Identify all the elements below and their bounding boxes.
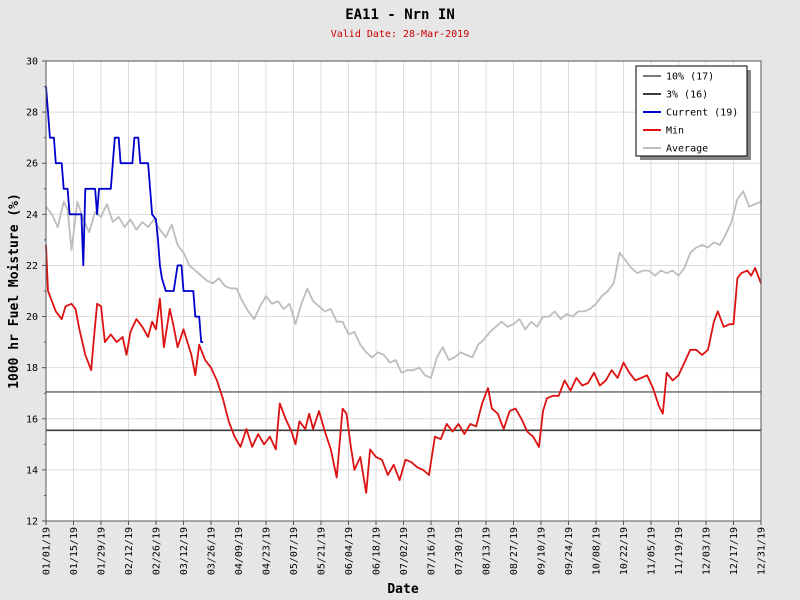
x-tick-label: 07/30/19 <box>454 527 465 575</box>
x-tick-label: 07/02/19 <box>399 527 410 575</box>
y-tick-label: 20 <box>26 312 38 323</box>
x-tick-label: 07/16/19 <box>427 527 438 575</box>
threshold-lines <box>46 391 761 432</box>
y-tick-label: 18 <box>26 363 38 374</box>
x-tick-label: 08/13/19 <box>482 527 493 575</box>
series-lines <box>45 86 762 494</box>
x-tick-label: 09/10/19 <box>537 527 548 575</box>
y-tick-label: 12 <box>26 517 38 528</box>
x-tick-label: 11/19/19 <box>674 527 685 575</box>
x-tick-label: 06/18/19 <box>372 527 383 575</box>
y-tick-label: 24 <box>26 210 38 221</box>
legend-label-pct10: 10% (17) <box>666 72 714 83</box>
y-tick-label: 14 <box>26 465 38 476</box>
x-tick-label: 05/07/19 <box>289 527 300 575</box>
x-tick-label: 05/21/19 <box>317 527 328 575</box>
x-tick-label: 09/24/19 <box>564 527 575 575</box>
x-tick-label: 01/15/19 <box>69 527 80 575</box>
x-tick-label: 02/12/19 <box>124 527 135 575</box>
y-tick-label: 26 <box>26 159 38 170</box>
series-line-current <box>45 86 204 344</box>
y-axis-title: 1000 hr Fuel Moisture (%) <box>7 193 22 389</box>
series-line-min <box>45 244 762 494</box>
y-tick-label: 16 <box>26 414 38 425</box>
x-axis-ticks: 01/01/19 01/15/19 01/29/19 02/12/19 02/26/19… <box>42 521 768 575</box>
x-tick-label: 11/05/19 <box>647 527 658 575</box>
y-tick-label: 28 <box>26 108 38 119</box>
x-tick-label: 03/12/19 <box>179 527 190 575</box>
x-tick-label: 03/26/19 <box>207 527 218 575</box>
y-tick-label: 30 <box>26 57 38 68</box>
x-tick-label: 02/26/19 <box>152 527 163 575</box>
x-tick-label: 12/03/19 <box>702 527 713 575</box>
legend-label-min: Min <box>666 126 684 137</box>
legend-label-current: Current (19) <box>666 108 738 119</box>
series-line-average <box>45 190 762 379</box>
x-tick-label: 01/29/19 <box>97 527 108 575</box>
x-tick-label: 04/09/19 <box>234 527 245 575</box>
legend-label-average: Average <box>666 144 708 155</box>
x-tick-label: 04/23/19 <box>262 527 273 575</box>
legend: 10% (17) 3% (16) Current (19) Min Average <box>635 65 751 160</box>
y-tick-label: 22 <box>26 261 38 272</box>
y-axis-ticks: 12 14 16 18 20 22 24 26 28 30 <box>26 57 46 528</box>
chart-subtitle: Valid Date: 28-Mar-2019 <box>331 29 469 40</box>
chart-title: EA11 - Nrn IN <box>345 7 455 23</box>
x-tick-label: 10/22/19 <box>619 527 630 575</box>
x-axis-title: Date <box>387 582 418 597</box>
x-tick-label: 12/17/19 <box>729 527 740 575</box>
grid <box>45 60 762 522</box>
x-tick-label: 06/04/19 <box>344 527 355 575</box>
x-tick-label: 01/01/19 <box>42 527 53 575</box>
x-tick-label: 08/27/19 <box>509 527 520 575</box>
x-tick-label: 10/08/19 <box>592 527 603 575</box>
legend-label-pct3: 3% (16) <box>666 90 708 101</box>
x-tick-label: 12/31/19 <box>757 527 768 575</box>
